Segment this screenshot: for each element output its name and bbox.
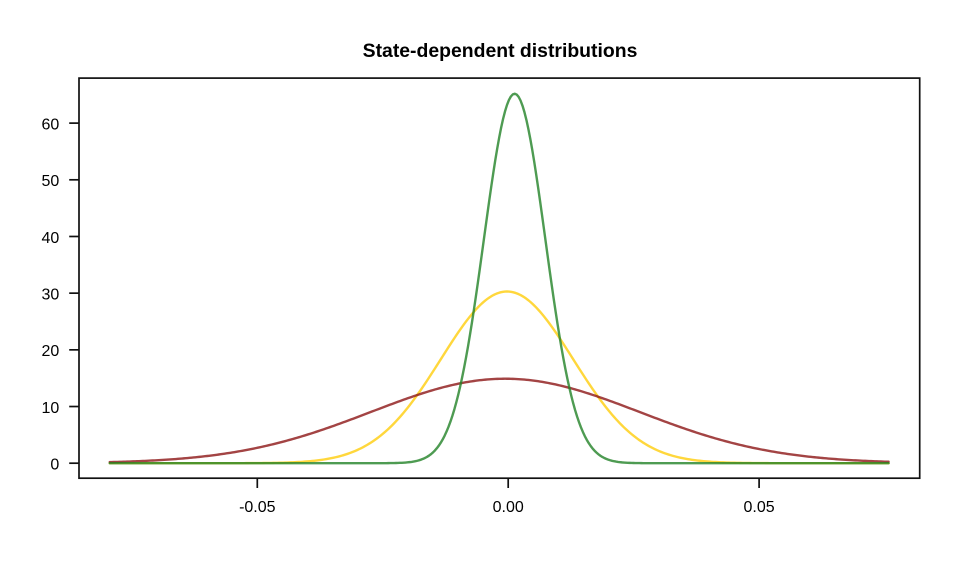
svg-text:0.05: 0.05: [744, 499, 775, 516]
svg-text:State-dependent distributions: State-dependent distributions: [363, 40, 638, 62]
svg-text:10: 10: [42, 400, 60, 417]
svg-text:50: 50: [42, 173, 60, 190]
svg-text:-0.05: -0.05: [239, 499, 276, 516]
svg-text:40: 40: [42, 230, 60, 247]
svg-text:20: 20: [42, 343, 60, 360]
svg-text:0.00: 0.00: [493, 499, 524, 516]
svg-text:60: 60: [42, 117, 60, 134]
svg-text:0: 0: [50, 457, 59, 474]
svg-text:30: 30: [42, 287, 60, 304]
